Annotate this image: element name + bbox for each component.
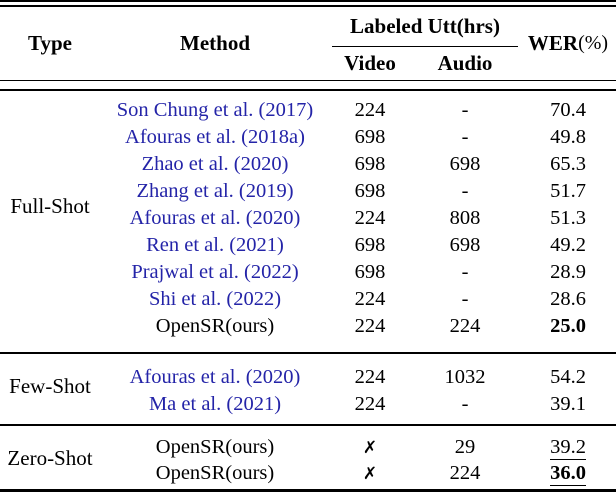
- top-rule-thick: [0, 4, 616, 7]
- wer-cell: 51.7: [550, 180, 586, 203]
- table-header: Type Method Labeled Utt(hrs) Video Audio…: [0, 7, 616, 80]
- wer-percent-label: (%): [578, 32, 609, 54]
- section-zero-shot: Zero-Shot OpenSR(ours) ✗ 29 39.2 OpenSR(…: [0, 434, 616, 486]
- citation-link[interactable]: Prajwal et al. (2022): [131, 261, 299, 284]
- type-label: Zero-Shot: [7, 445, 93, 470]
- cross-mark-icon: ✗: [362, 463, 378, 484]
- audio-cell: 224: [449, 315, 481, 338]
- section-divider-fewshot-zeroshot: [0, 423, 616, 426]
- wer-cell: 36.0: [550, 461, 586, 486]
- table-row: Zhao et al. (2020) 698 698 65.3: [0, 151, 616, 178]
- audio-cell: -: [461, 126, 469, 149]
- column-header-type: Type: [28, 31, 72, 55]
- wer-cell: 51.3: [550, 207, 586, 230]
- wer-cell: 25.0: [550, 315, 586, 338]
- column-header-method: Method: [180, 31, 250, 55]
- header-rule-thin: [0, 80, 616, 82]
- citation-link[interactable]: Zhao et al. (2020): [141, 153, 289, 176]
- wer-cell: 49.2: [550, 234, 586, 257]
- section-few-shot: Few-Shot Afouras et al. (2020) 224 1032 …: [0, 364, 616, 417]
- audio-cell: -: [461, 261, 469, 284]
- audio-cell: -: [461, 288, 469, 311]
- video-cell: 698: [354, 180, 386, 203]
- section-divider-fullshot-fewshot: [0, 352, 616, 354]
- audio-cell: 1032: [444, 366, 486, 388]
- method-cell: OpenSR(ours): [155, 461, 275, 484]
- table-row: OpenSR(ours) 224 224 25.0: [0, 313, 616, 340]
- audio-cell: -: [461, 180, 469, 203]
- video-cell: 224: [354, 288, 386, 311]
- video-cell: 698: [354, 126, 386, 149]
- video-cell: 224: [354, 315, 386, 338]
- column-header-audio: Audio: [437, 50, 493, 75]
- wer-label: WER: [527, 31, 579, 55]
- wer-cell: 49.8: [550, 126, 586, 149]
- audio-cell: 698: [449, 234, 481, 257]
- citation-link[interactable]: Afouras et al. (2020): [129, 207, 301, 230]
- table-row: Afouras et al. (2020) 224 1032 54.2: [0, 364, 616, 391]
- type-label: Full-Shot: [10, 194, 90, 218]
- table-row: Son Chung et al. (2017) 224 - 70.4: [0, 97, 616, 124]
- table-row: OpenSR(ours) ✗ 224 36.0: [0, 460, 616, 486]
- citation-link[interactable]: Ren et al. (2021): [146, 234, 284, 257]
- audio-cell: 808: [449, 207, 481, 230]
- column-header-labeled-utt: Labeled Utt(hrs): [350, 13, 500, 38]
- video-cell: 224: [354, 366, 386, 388]
- wer-cell: 39.1: [550, 392, 586, 415]
- column-header-video: Video: [344, 50, 396, 75]
- table-row: Prajwal et al. (2022) 698 - 28.9: [0, 259, 616, 286]
- table-row: Shi et al. (2022) 224 - 28.6: [0, 286, 616, 313]
- table-row: OpenSR(ours) ✗ 29 39.2: [0, 434, 616, 460]
- wer-cell: 65.3: [550, 153, 586, 176]
- video-cell: 224: [354, 392, 386, 415]
- table-row: Ma et al. (2021) 224 - 39.1: [0, 391, 616, 418]
- section-full-shot: Full-Shot Son Chung et al. (2017) 224 - …: [0, 97, 616, 340]
- wer-cell: 70.4: [550, 99, 586, 122]
- table-row: Zhang et al. (2019) 698 - 51.7: [0, 178, 616, 205]
- citation-link[interactable]: Shi et al. (2022): [148, 288, 282, 311]
- table-row: Afouras et al. (2018a) 698 - 49.8: [0, 124, 616, 151]
- audio-cell: 698: [449, 153, 481, 176]
- audio-cell: -: [461, 392, 469, 415]
- citation-link[interactable]: Afouras et al. (2020): [129, 366, 301, 388]
- citation-link[interactable]: Afouras et al. (2018a): [125, 126, 305, 149]
- method-cell: OpenSR(ours): [155, 315, 275, 338]
- cmidrule: [332, 45, 518, 47]
- labeled-utt-group: Labeled Utt(hrs) Video Audio: [330, 7, 520, 80]
- top-rule-thin: [0, 0, 616, 2]
- audio-cell: -: [461, 99, 469, 122]
- audio-cell: 224: [449, 461, 481, 484]
- audio-cell: 29: [454, 435, 476, 458]
- table-row: Ren et al. (2021) 698 698 49.2: [0, 232, 616, 259]
- type-label: Few-Shot: [9, 374, 91, 398]
- video-cell: 698: [354, 261, 386, 284]
- wer-cell: 54.2: [550, 366, 586, 388]
- citation-link[interactable]: Son Chung et al. (2017): [116, 99, 314, 122]
- header-rule-thick: [0, 88, 616, 91]
- video-cell: 698: [354, 234, 386, 257]
- citation-link[interactable]: Zhang et al. (2019): [136, 180, 294, 203]
- video-cell: 224: [354, 207, 386, 230]
- column-header-wer: WER (%): [520, 7, 616, 80]
- video-cell: 698: [354, 153, 386, 176]
- citation-link[interactable]: Ma et al. (2021): [148, 392, 282, 415]
- wer-cell: 28.6: [550, 288, 586, 311]
- video-cell: 224: [354, 99, 386, 122]
- wer-cell: 28.9: [550, 261, 586, 284]
- table-row: Afouras et al. (2020) 224 808 51.3: [0, 205, 616, 232]
- wer-cell: 39.2: [550, 435, 586, 460]
- method-cell: OpenSR(ours): [155, 435, 275, 458]
- bottom-rule: [0, 489, 616, 492]
- cross-mark-icon: ✗: [362, 437, 378, 458]
